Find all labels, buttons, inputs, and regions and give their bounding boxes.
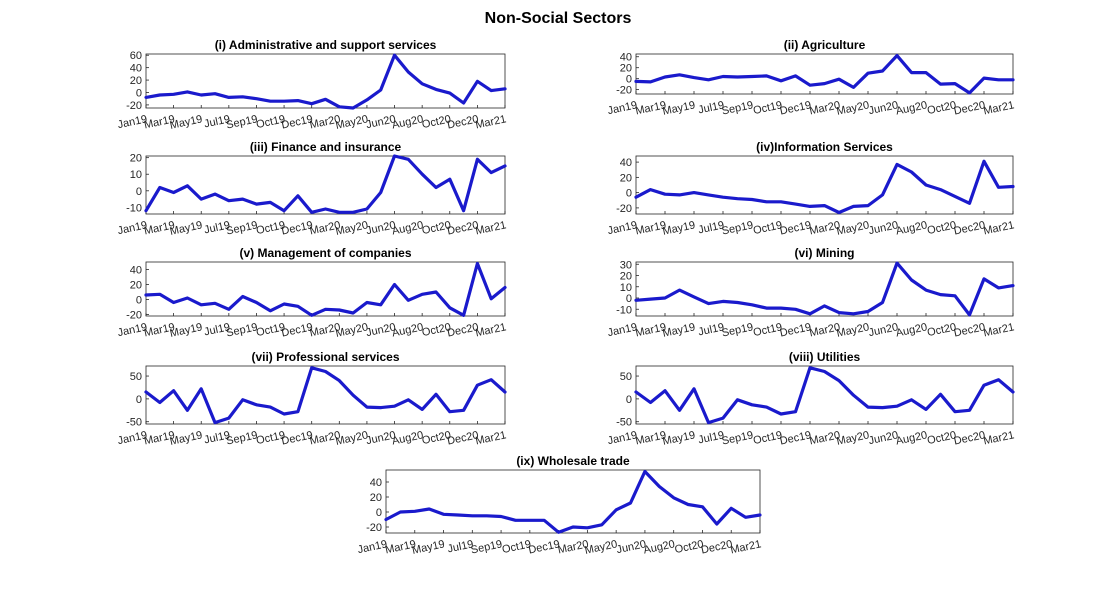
x-tick-label: Oct20 bbox=[421, 429, 452, 447]
y-tick-label: 10 bbox=[620, 282, 632, 294]
y-tick-label: 40 bbox=[130, 265, 142, 277]
y-tick-label: -20 bbox=[366, 522, 382, 534]
y-tick-label: -10 bbox=[616, 304, 632, 316]
x-tick-label: Oct19 bbox=[255, 219, 286, 237]
x-tick-label: Oct20 bbox=[926, 429, 957, 447]
y-tick-label: -50 bbox=[616, 417, 632, 429]
plot-area bbox=[635, 53, 1014, 95]
panel-title: (ix) Wholesale trade bbox=[516, 454, 630, 468]
y-tick-label: 30 bbox=[620, 259, 632, 271]
series-line bbox=[144, 366, 507, 425]
y-tick-label: 40 bbox=[620, 52, 632, 64]
panel-title: (iv)Information Services bbox=[756, 140, 893, 154]
panel-title: (viii) Utilities bbox=[789, 350, 861, 364]
y-tick-label: 20 bbox=[130, 153, 142, 165]
x-tick-label: Oct20 bbox=[421, 219, 452, 237]
panel-title: (v) Management of companies bbox=[239, 246, 411, 260]
y-tick-label: 60 bbox=[130, 50, 142, 62]
y-tick-label: 20 bbox=[620, 271, 632, 283]
x-tick-label: Jul19 bbox=[697, 219, 725, 236]
y-tick-label: -20 bbox=[616, 203, 632, 215]
x-tick-label: Jul19 bbox=[203, 113, 231, 130]
y-tick-label: 20 bbox=[370, 492, 382, 504]
y-tick-label: 0 bbox=[626, 293, 632, 305]
x-tick-label: Jul19 bbox=[203, 219, 231, 236]
plot-area bbox=[145, 365, 506, 425]
x-tick-label: Oct20 bbox=[674, 538, 705, 556]
y-tick-label: 50 bbox=[130, 371, 142, 383]
plot-area bbox=[635, 365, 1014, 425]
y-tick-label: 40 bbox=[370, 477, 382, 489]
x-tick-label: Oct19 bbox=[752, 321, 783, 339]
panel-information-services: (iv)Information Services-2002040Jan19Mar… bbox=[607, 140, 1016, 238]
x-tick-label: Jul19 bbox=[446, 538, 474, 555]
series-line bbox=[384, 469, 762, 534]
x-tick-label: Oct20 bbox=[421, 321, 452, 339]
plot-area bbox=[145, 261, 506, 317]
x-tick-label: Oct19 bbox=[255, 113, 286, 131]
y-tick-label: 0 bbox=[136, 394, 142, 406]
y-tick-label: -20 bbox=[616, 85, 632, 97]
y-tick-label: -50 bbox=[126, 417, 142, 429]
x-tick-label: Jul19 bbox=[697, 321, 725, 338]
plot-area bbox=[145, 155, 506, 215]
panel-professional-services: (vii) Professional services-50050Jan19Ma… bbox=[117, 350, 508, 448]
y-tick-label: 0 bbox=[136, 87, 142, 99]
x-tick-label: Oct20 bbox=[926, 219, 957, 237]
series-line bbox=[144, 261, 507, 317]
plot-area bbox=[635, 261, 1014, 317]
y-tick-label: 0 bbox=[626, 188, 632, 200]
series-line bbox=[634, 53, 1015, 95]
series-line bbox=[634, 261, 1015, 317]
y-tick-label: 20 bbox=[130, 280, 142, 292]
x-tick-label: Oct19 bbox=[752, 99, 783, 117]
x-tick-label: Jul19 bbox=[203, 429, 231, 446]
x-tick-label: Oct19 bbox=[255, 429, 286, 447]
series-line bbox=[144, 53, 507, 110]
x-tick-label: Oct19 bbox=[255, 321, 286, 339]
panel-title: (vi) Mining bbox=[795, 246, 855, 260]
y-tick-label: 0 bbox=[136, 295, 142, 307]
y-tick-label: 0 bbox=[626, 74, 632, 86]
y-tick-label: 40 bbox=[620, 157, 632, 169]
x-tick-label: Jul19 bbox=[697, 429, 725, 446]
y-tick-label: 20 bbox=[620, 172, 632, 184]
y-tick-label: 10 bbox=[130, 169, 142, 181]
series-line bbox=[144, 154, 507, 214]
x-tick-label: Oct19 bbox=[752, 429, 783, 447]
x-tick-label: Oct19 bbox=[752, 219, 783, 237]
y-tick-label: 40 bbox=[130, 63, 142, 75]
plot-area bbox=[385, 469, 761, 534]
y-tick-label: -20 bbox=[126, 100, 142, 112]
y-tick-label: 0 bbox=[376, 507, 382, 519]
panel-title: (i) Administrative and support services bbox=[215, 38, 437, 52]
y-tick-label: 20 bbox=[620, 63, 632, 75]
y-tick-label: -20 bbox=[126, 310, 142, 322]
y-tick-label: 50 bbox=[620, 371, 632, 383]
series-line bbox=[634, 159, 1015, 215]
x-tick-label: Oct20 bbox=[926, 99, 957, 117]
series-line bbox=[634, 366, 1015, 425]
panels: (i) Administrative and support services -… bbox=[117, 38, 1016, 557]
y-tick-label: 0 bbox=[136, 186, 142, 198]
figure-title: Non-Social Sectors bbox=[485, 10, 632, 27]
y-tick-label: 0 bbox=[626, 394, 632, 406]
x-tick-label: Oct19 bbox=[501, 538, 532, 556]
panel-title: (ii) Agriculture bbox=[784, 38, 866, 52]
x-tick-label: Jul19 bbox=[697, 99, 725, 116]
x-tick-label: Jul19 bbox=[203, 321, 231, 338]
panel-finance-insurance: (iii) Finance and insurance-1001020Jan19… bbox=[117, 140, 508, 238]
x-tick-label: Oct20 bbox=[421, 113, 452, 131]
y-tick-label: 20 bbox=[130, 75, 142, 87]
x-tick-label: Oct20 bbox=[926, 321, 957, 339]
y-tick-label: -10 bbox=[126, 202, 142, 214]
panel-title: (iii) Finance and insurance bbox=[250, 140, 402, 154]
panel-title: (vii) Professional services bbox=[251, 350, 399, 364]
